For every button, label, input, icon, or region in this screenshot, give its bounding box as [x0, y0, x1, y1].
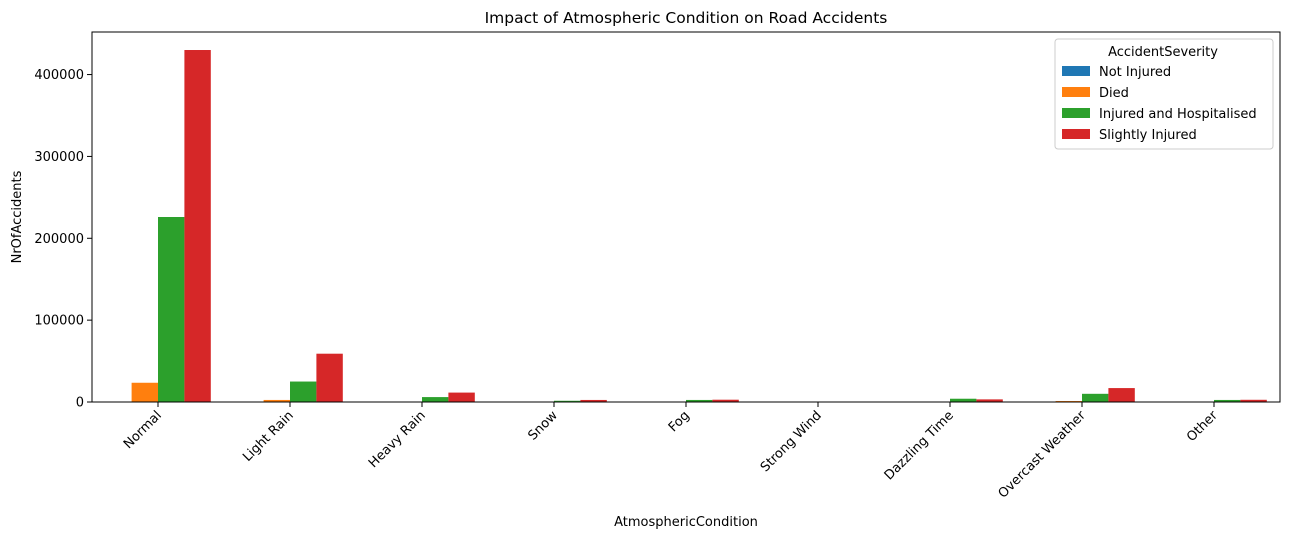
bar-snow-slightly-injured	[580, 399, 607, 402]
x-tick-label: Snow	[525, 408, 561, 444]
x-tick-label: Heavy Rain	[366, 408, 429, 471]
bar-normal-died	[131, 382, 158, 402]
y-tick-label: 400000	[34, 68, 84, 83]
bar-heavy-rain-injured-and-hospitalised	[422, 397, 449, 402]
bar-overcast-weather-slightly-injured	[1108, 388, 1135, 402]
bar-dazzling-time-injured-and-hospitalised	[950, 398, 977, 402]
x-tick-label: Normal	[121, 408, 165, 452]
y-tick-label: 300000	[34, 150, 84, 165]
legend-label: Died	[1099, 86, 1129, 101]
bar-light-rain-died	[263, 399, 290, 402]
bars	[131, 50, 1267, 402]
legend-swatch	[1062, 108, 1090, 118]
y-tick-label: 0	[76, 396, 84, 411]
x-tick-label: Strong Wind	[758, 408, 825, 475]
legend-label: Slightly Injured	[1099, 128, 1197, 143]
bar-snow-injured-and-hospitalised	[554, 400, 581, 402]
legend-swatch	[1062, 66, 1090, 76]
legend-box	[1054, 38, 1274, 150]
x-tick-label: Other	[1184, 408, 1221, 445]
bar-other-slightly-injured	[1240, 399, 1267, 402]
bar-dazzling-time-slightly-injured	[976, 399, 1003, 402]
bar-light-rain-slightly-injured	[316, 353, 343, 402]
bar-overcast-weather-injured-and-hospitalised	[1082, 393, 1109, 402]
bar-normal-injured-and-hospitalised	[158, 217, 185, 402]
legend-swatch	[1062, 87, 1090, 97]
bar-other-injured-and-hospitalised	[1214, 399, 1241, 402]
legend-title: AccidentSeverity	[1108, 45, 1218, 60]
bar-normal-slightly-injured	[184, 50, 211, 402]
legend-swatch	[1062, 129, 1090, 139]
bar-fog-slightly-injured	[712, 399, 739, 402]
bar-heavy-rain-slightly-injured	[448, 392, 475, 402]
y-tick-label: 100000	[34, 314, 84, 329]
legend-label: Injured and Hospitalised	[1099, 107, 1257, 122]
x-axis-label: AtmosphericCondition	[614, 515, 758, 530]
x-axis: Normal Light Rain Heavy Rain Snow Fog Strong …	[121, 402, 1221, 501]
chart-title: Impact of Atmospheric Condition on Road …	[485, 9, 888, 27]
bar-fog-injured-and-hospitalised	[686, 399, 713, 402]
plot-frame	[91, 31, 1281, 403]
legend-label: Not Injured	[1099, 65, 1171, 80]
y-axis: 0 100000 200000 300000 400000	[34, 68, 92, 411]
x-tick-label: Overcast Weather	[996, 408, 1090, 502]
x-tick-label: Light Rain	[240, 408, 297, 465]
legend-items: Not Injured Died Injured and Hospitalised S…	[1062, 65, 1257, 143]
legend: AccidentSeverity Not Injured Died Injured …	[1054, 38, 1274, 150]
y-tick-label: 200000	[34, 232, 84, 247]
y-axis-label: NrOfAccidents	[10, 170, 25, 263]
bar-light-rain-injured-and-hospitalised	[290, 381, 317, 402]
x-tick-label: Dazzling Time	[882, 408, 957, 483]
x-tick-label: Fog	[666, 408, 693, 435]
